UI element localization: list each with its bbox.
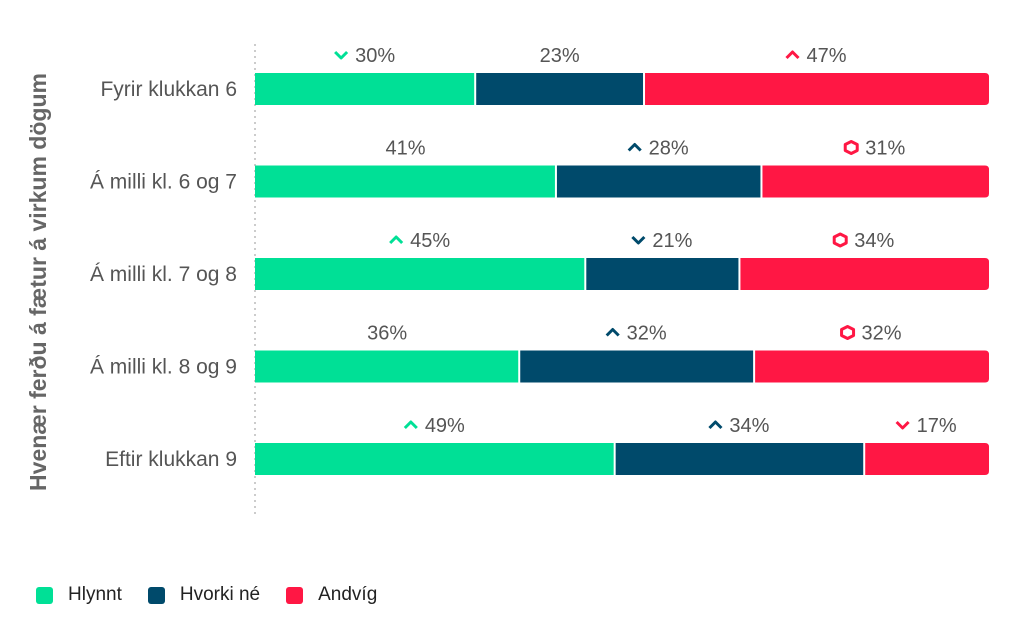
data-label: 49% — [425, 415, 465, 437]
category-label: Á milli kl. 8 og 9 — [90, 356, 237, 379]
data-label: 32% — [862, 323, 902, 345]
legend: Hlynnt Hvorki né Andvíg — [36, 584, 403, 606]
bar-segment[interactable] — [644, 73, 989, 105]
category-label: Á milli kl. 6 og 7 — [90, 171, 237, 194]
bar-segment[interactable] — [585, 258, 740, 290]
category-label: Eftir klukkan 9 — [105, 448, 237, 471]
category-label: Á milli kl. 7 og 8 — [90, 263, 237, 286]
trend-indicator-icon — [840, 325, 856, 340]
data-label: 31% — [865, 138, 905, 160]
category-label: Fyrir klukkan 6 — [100, 78, 237, 101]
legend-item-andvig[interactable]: Andvíg — [286, 584, 377, 606]
data-label: 41% — [385, 138, 425, 160]
trend-indicator-icon — [403, 420, 418, 430]
legend-swatch — [147, 586, 165, 604]
bar-segment[interactable] — [255, 73, 476, 105]
bar-segment[interactable] — [519, 350, 755, 383]
data-label: 45% — [410, 230, 450, 252]
legend-label: Hvorki né — [179, 584, 261, 605]
trend-indicator-icon — [605, 328, 620, 337]
bar-segment[interactable] — [255, 165, 556, 198]
legend-item-hvorki-ne[interactable]: Hvorki né — [147, 584, 261, 606]
trend-indicator-icon — [895, 420, 910, 430]
data-label: 28% — [649, 138, 689, 160]
bar-segment[interactable] — [754, 350, 989, 383]
data-label: 30% — [355, 45, 395, 67]
legend-item-hlynnt[interactable]: Hlynnt — [36, 584, 122, 606]
trend-indicator-icon — [785, 50, 800, 60]
bar-segment[interactable] — [255, 258, 586, 290]
bar-segment[interactable] — [614, 443, 865, 475]
legend-label: Hlynnt — [68, 584, 122, 605]
legend-swatch — [286, 586, 304, 604]
axis-title: Hvenær ferðu á fætur á virkum dögum — [25, 73, 51, 491]
bar-segment[interactable] — [475, 73, 645, 105]
trend-indicator-icon — [389, 235, 404, 245]
data-label: 36% — [367, 323, 407, 345]
data-label: 32% — [627, 323, 667, 345]
legend-swatch — [36, 586, 53, 604]
trend-indicator-icon — [832, 232, 848, 248]
bar-segment[interactable] — [555, 165, 762, 198]
data-label: 47% — [806, 45, 846, 67]
bar-segment[interactable] — [864, 443, 989, 475]
bar-segment[interactable] — [761, 165, 989, 198]
trend-indicator-icon — [708, 420, 723, 430]
bar-segment[interactable] — [255, 350, 520, 383]
data-label: 17% — [917, 415, 957, 437]
trend-indicator-icon — [334, 50, 349, 60]
legend-label: Andvíg — [318, 584, 378, 605]
trend-indicator-icon — [631, 235, 646, 245]
trend-indicator-icon — [843, 140, 859, 155]
bar-segment[interactable] — [255, 443, 615, 475]
data-label: 23% — [540, 45, 580, 67]
data-label: 34% — [729, 415, 769, 437]
data-label: 34% — [854, 230, 894, 252]
data-label: 21% — [652, 230, 692, 252]
bars-group: Fyrir klukkan 6 30% 23% 47% Á milli kl. 6 og… — [90, 45, 989, 475]
trend-indicator-icon — [627, 143, 642, 152]
bar-segment[interactable] — [739, 258, 989, 290]
